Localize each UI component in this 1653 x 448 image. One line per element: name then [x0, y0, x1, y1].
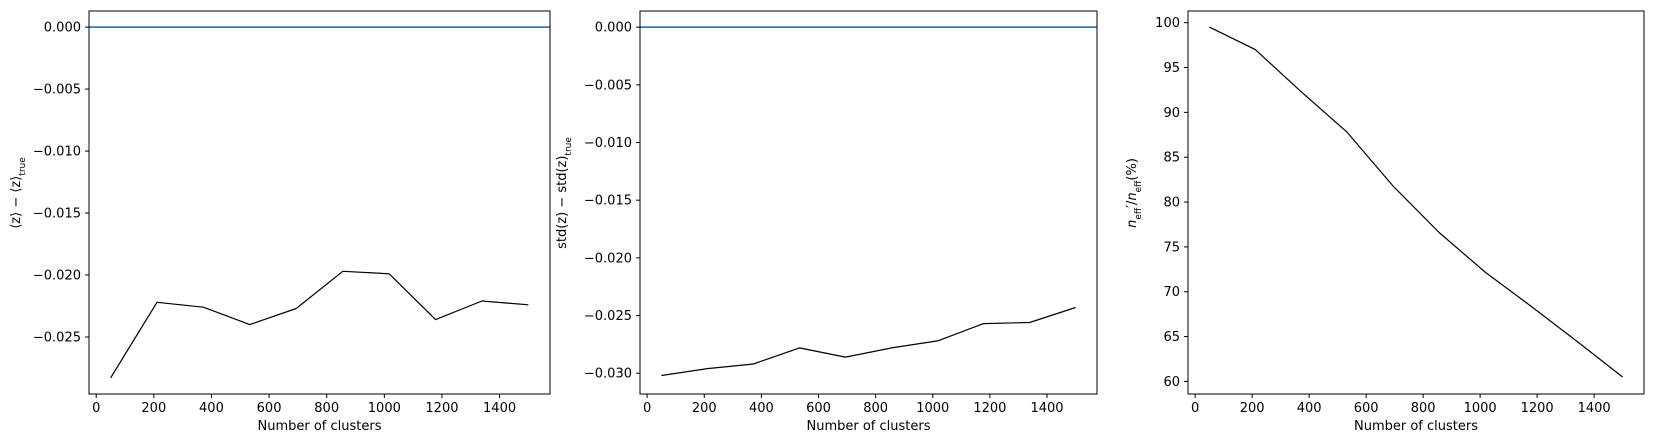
x-tick-label: 1000 [368, 401, 401, 416]
x-axis-label: Number of clusters [1354, 419, 1478, 434]
chart-panel-neff-ratio: neff′/neff(%) 0 200 400 600 800 1000 1200 1400 6… [1125, 10, 1645, 434]
axes-frame [1187, 10, 1645, 395]
y-tick-label: −0.015 [584, 194, 632, 209]
x-tick-label: 1400 [483, 401, 516, 416]
x-axis-label: Number of clusters [257, 419, 381, 434]
y-tick-label: −0.010 [584, 136, 632, 151]
y-tick-label: −0.020 [33, 269, 81, 284]
y-tick-label: −0.005 [33, 83, 81, 98]
y-tick-label: 95 [1163, 61, 1180, 76]
y-tick-label: −0.030 [584, 367, 632, 382]
x-tick-label: 1400 [1578, 401, 1611, 416]
x-tick-label: 1000 [916, 401, 949, 416]
x-tick-label: 200 [1240, 401, 1265, 416]
x-tick-label: 0 [1191, 401, 1199, 416]
x-tick-label: 0 [92, 401, 100, 416]
ylabel-neff-ratio: neff′/neff(%) [1125, 158, 1144, 228]
x-tick-label: 400 [1297, 401, 1322, 416]
series-line [110, 270, 529, 379]
x-tick-label: 1200 [1521, 401, 1554, 416]
y-tick-label: −0.010 [33, 145, 81, 160]
x-tick-label: 1200 [973, 401, 1006, 416]
y-tick-label: 60 [1163, 375, 1180, 390]
x-tick-label: 600 [257, 401, 282, 416]
series-line [1209, 26, 1623, 378]
y-tick-label: −0.020 [584, 251, 632, 266]
x-tick-label: 0 [643, 401, 651, 416]
y-tick-label: −0.025 [33, 330, 81, 345]
y-tick-label: −0.015 [33, 207, 81, 222]
y-tick-label: 65 [1163, 330, 1180, 345]
y-tick-label: 100 [1155, 16, 1180, 31]
x-tick-label: 1000 [1464, 401, 1497, 416]
chart-panel-mean-bias: ⟨z⟩ − ⟨z⟩true 0 200 400 600 800 1000 1200 1400 0… [9, 10, 551, 434]
x-tick-label: 400 [749, 401, 774, 416]
axes-frame [88, 10, 551, 395]
x-tick-label: 800 [1411, 401, 1436, 416]
ylabel-std-bias: std(z) − std(z)true [555, 137, 574, 249]
series-line [661, 306, 1076, 377]
x-axis-label: Number of clusters [806, 419, 930, 434]
y-tick-label: 80 [1163, 196, 1180, 211]
x-tick-label: 1400 [1030, 401, 1063, 416]
y-tick-label: −0.005 [584, 78, 632, 93]
y-tick-label: 0.000 [595, 21, 632, 36]
x-tick-label: 800 [314, 401, 339, 416]
y-tick-label: −0.025 [584, 309, 632, 324]
x-tick-label: 200 [692, 401, 717, 416]
x-tick-label: 600 [806, 401, 831, 416]
chart-panel-std-bias: std(z) − std(z)true 0 200 400 600 800 1000 120… [555, 10, 1098, 434]
y-tick-label: 90 [1163, 106, 1180, 121]
y-tick-label: 70 [1163, 285, 1180, 300]
ylabel-mean-bias: ⟨z⟩ − ⟨z⟩true [9, 157, 28, 229]
x-tick-label: 400 [199, 401, 224, 416]
y-tick-label: 0.000 [44, 21, 81, 36]
y-tick-label: 85 [1163, 151, 1180, 166]
x-tick-label: 800 [863, 401, 888, 416]
axes-frame [639, 10, 1098, 395]
x-tick-label: 600 [1354, 401, 1379, 416]
x-tick-label: 200 [141, 401, 166, 416]
y-tick-label: 75 [1163, 240, 1180, 255]
x-tick-label: 1200 [425, 401, 458, 416]
